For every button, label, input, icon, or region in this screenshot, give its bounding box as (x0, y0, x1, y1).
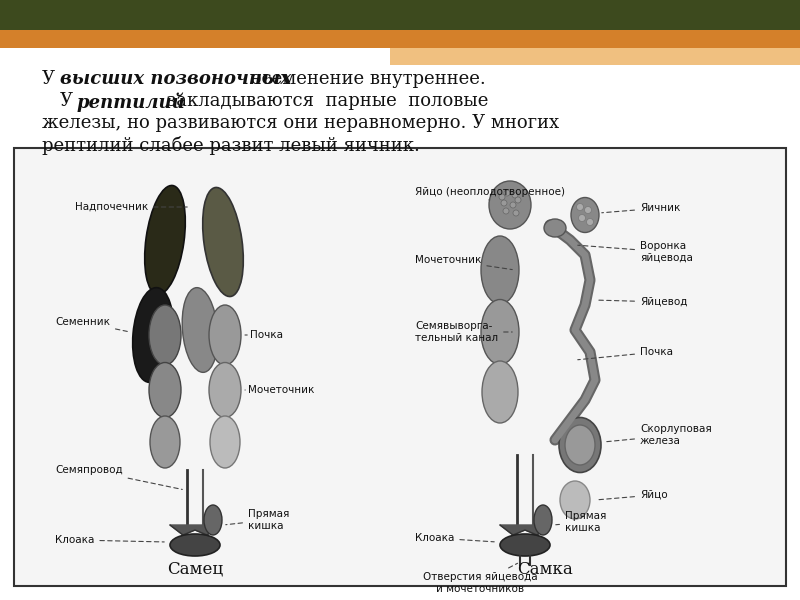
Ellipse shape (150, 416, 180, 468)
Ellipse shape (586, 218, 594, 226)
Ellipse shape (560, 481, 590, 519)
Bar (390, 48, 800, 65)
Text: Скорлуповая
железа: Скорлуповая железа (606, 424, 712, 446)
Text: У: У (42, 70, 61, 88)
Text: Семяпровод: Семяпровод (55, 465, 182, 490)
Text: закладываются  парные  половые: закладываются парные половые (155, 92, 488, 110)
Text: Семенник: Семенник (55, 317, 127, 331)
Text: Мочеточник: Мочеточник (245, 385, 314, 395)
Bar (14, 148, 786, 586)
Ellipse shape (209, 362, 241, 418)
Text: железы, но развиваются они неравномерно. У многих: железы, но развиваются они неравномерно.… (42, 114, 559, 132)
Polygon shape (170, 525, 220, 535)
Ellipse shape (544, 219, 566, 237)
Ellipse shape (149, 305, 181, 365)
Text: Самец: Самец (167, 561, 223, 578)
Text: Семявыворга-
тельный канал: Семявыворга- тельный канал (415, 321, 512, 343)
Ellipse shape (481, 299, 519, 364)
Ellipse shape (145, 185, 186, 295)
Ellipse shape (481, 236, 519, 304)
Ellipse shape (170, 534, 220, 556)
Text: Самка: Самка (517, 561, 573, 578)
Ellipse shape (515, 197, 521, 203)
Text: Мочеточник: Мочеточник (415, 255, 512, 269)
Text: осеменение внутреннее.: осеменение внутреннее. (245, 70, 486, 88)
Text: Клоака: Клоака (55, 535, 164, 545)
Polygon shape (500, 525, 550, 535)
Ellipse shape (149, 362, 181, 418)
Ellipse shape (510, 202, 516, 208)
Ellipse shape (209, 305, 241, 365)
Text: высших позвоночных: высших позвоночных (60, 70, 291, 88)
Ellipse shape (500, 534, 550, 556)
Bar (0, 0, 800, 30)
Text: Яичник: Яичник (602, 203, 680, 213)
Text: Клоака: Клоака (415, 533, 494, 543)
Ellipse shape (503, 208, 509, 214)
Text: Яйцевод: Яйцевод (596, 297, 687, 307)
Bar (0, 30, 800, 48)
Ellipse shape (210, 416, 240, 468)
Text: Почка: Почка (245, 330, 283, 340)
Ellipse shape (133, 287, 174, 382)
Ellipse shape (571, 197, 599, 232)
Ellipse shape (577, 203, 583, 211)
Ellipse shape (499, 194, 505, 200)
Ellipse shape (504, 190, 510, 196)
Ellipse shape (565, 425, 595, 465)
Ellipse shape (482, 361, 518, 423)
Text: Прямая
кишка: Прямая кишка (556, 511, 606, 533)
Ellipse shape (489, 181, 531, 229)
Ellipse shape (512, 192, 518, 198)
Text: Воронка
яйцевода: Воронка яйцевода (578, 241, 693, 263)
Text: Отверстия яйцевода
и мочеточников: Отверстия яйцевода и мочеточников (422, 563, 538, 593)
Ellipse shape (559, 418, 601, 473)
Ellipse shape (513, 210, 519, 216)
Text: Яйцо: Яйцо (598, 490, 668, 500)
Text: Яйцо (неоплодотворенное): Яйцо (неоплодотворенное) (415, 187, 565, 200)
Text: Почка: Почка (578, 347, 673, 360)
Ellipse shape (585, 206, 591, 214)
Ellipse shape (501, 200, 507, 206)
Ellipse shape (204, 505, 222, 535)
Text: У: У (60, 92, 78, 110)
Ellipse shape (578, 214, 586, 221)
Text: рептилий: рептилий (77, 92, 186, 112)
Text: Надпочечник: Надпочечник (74, 202, 187, 212)
Text: рептилий слабее развит левый яичник.: рептилий слабее развит левый яичник. (42, 136, 420, 155)
Ellipse shape (182, 287, 218, 373)
Ellipse shape (202, 187, 243, 296)
Text: Прямая
кишка: Прямая кишка (226, 509, 290, 531)
Ellipse shape (534, 505, 552, 535)
